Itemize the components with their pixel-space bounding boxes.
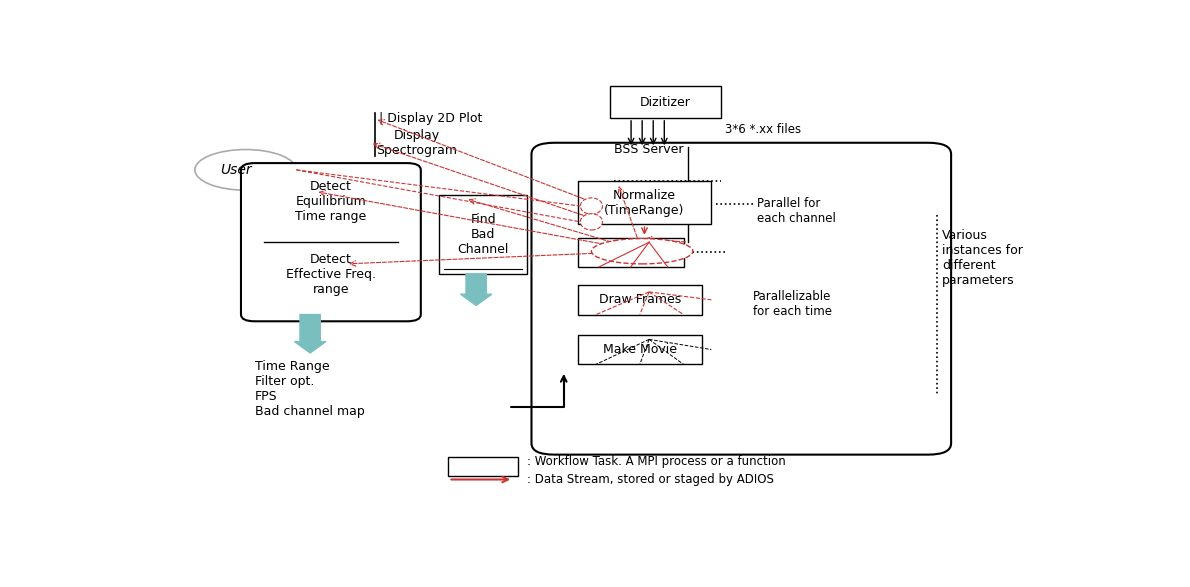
Text: BSS Server: BSS Server (614, 143, 684, 156)
Text: : Data Stream, stored or staged by ADIOS: : Data Stream, stored or staged by ADIOS (527, 473, 774, 486)
Ellipse shape (195, 150, 296, 190)
FancyArrow shape (294, 315, 326, 353)
Text: Normalize
(TimeRange): Normalize (TimeRange) (605, 188, 684, 217)
Ellipse shape (581, 198, 602, 214)
Ellipse shape (591, 238, 693, 264)
Text: Filtering: Filtering (606, 246, 656, 259)
Text: Detect
Equilibrium
Time range: Detect Equilibrium Time range (295, 180, 367, 223)
Text: 3*6 *.xx files: 3*6 *.xx files (725, 123, 801, 136)
FancyBboxPatch shape (439, 195, 527, 274)
FancyBboxPatch shape (577, 285, 702, 315)
FancyBboxPatch shape (610, 86, 721, 118)
Text: Display
Spectrogram: Display Spectrogram (376, 129, 457, 157)
Ellipse shape (581, 214, 602, 230)
Text: : Workflow Task. A MPI process or a function: : Workflow Task. A MPI process or a func… (527, 455, 785, 468)
Text: Find
Bad
Channel: Find Bad Channel (457, 212, 509, 256)
Text: Dizitizer: Dizitizer (640, 96, 690, 109)
Text: Various
instances for
different
parameters: Various instances for different paramete… (942, 228, 1022, 286)
Text: Time Range
Filter opt.
FPS
Bad channel map: Time Range Filter opt. FPS Bad channel m… (255, 360, 364, 418)
Text: User: User (220, 163, 252, 177)
Text: Draw Frames: Draw Frames (599, 294, 681, 306)
Text: Parallelizable
for each time: Parallelizable for each time (753, 289, 832, 318)
FancyBboxPatch shape (577, 238, 684, 267)
FancyBboxPatch shape (577, 181, 712, 224)
Text: Make Movie: Make Movie (603, 343, 677, 356)
Bar (449, 457, 518, 476)
Text: | Display 2D Plot: | Display 2D Plot (380, 112, 483, 125)
Text: Parallel for
each channel: Parallel for each channel (758, 197, 837, 225)
Text: Detect
Effective Freq.
range: Detect Effective Freq. range (286, 252, 376, 295)
FancyArrow shape (461, 274, 491, 305)
FancyBboxPatch shape (242, 163, 421, 321)
FancyBboxPatch shape (532, 143, 951, 454)
FancyBboxPatch shape (577, 335, 702, 364)
